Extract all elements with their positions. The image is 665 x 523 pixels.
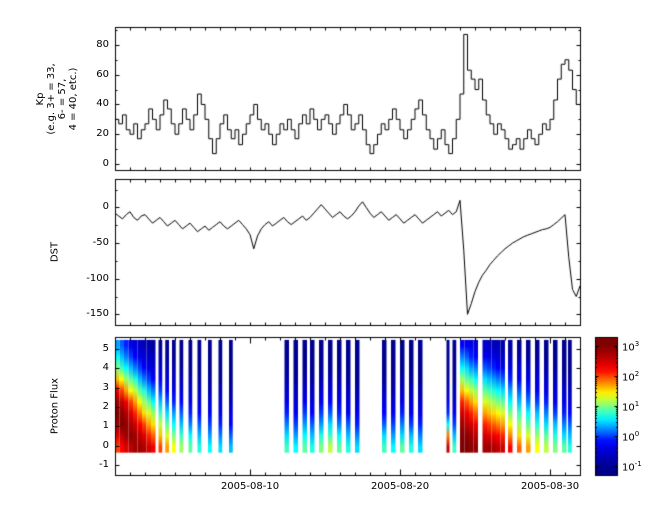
ylabel-line: 4 = 40, etc.) — [68, 67, 79, 130]
y-tick-label: 0 — [102, 201, 109, 213]
colorbar-tick-label: 100 — [622, 428, 656, 444]
y-tick-label: 60 — [96, 68, 109, 80]
y-tick-label: 80 — [96, 38, 109, 50]
colorbar-tick-label: 103 — [622, 338, 656, 354]
y-tick-label: 0 — [102, 439, 109, 451]
colorbar-tick-label: 101 — [622, 398, 656, 414]
ylabel-line: 6- = 57, — [57, 78, 68, 119]
y-tick-label: 20 — [96, 128, 109, 140]
x-tick-label: 2005-08-30 — [520, 481, 580, 492]
y-tick-label: -1 — [99, 459, 109, 471]
y-tick-label: -150 — [86, 308, 109, 320]
colorbar-tick-base: 10 — [622, 462, 635, 474]
x-tick-label: 2005-08-10 — [220, 481, 280, 492]
colorbar-tick-exponent: 0 — [634, 430, 640, 438]
colorbar-tick-label: 10-1 — [622, 458, 656, 474]
y-tick-label: 40 — [96, 98, 109, 110]
colorbar-tick-exponent: 2 — [634, 370, 640, 378]
colorbar-tick-base: 10 — [622, 372, 635, 384]
x-tick-label: 2005-08-20 — [370, 481, 430, 492]
colorbar-tick-base: 10 — [622, 402, 635, 414]
ylabel-dst: DST — [50, 242, 61, 262]
y-tick-label: -100 — [86, 272, 109, 284]
y-tick-label: 0 — [102, 158, 109, 170]
y-tick-label: 4 — [102, 362, 109, 374]
colorbar-tick-base: 10 — [622, 342, 635, 354]
y-tick-label: 5 — [102, 342, 109, 354]
ylabel-line: Proton Flux — [49, 377, 61, 435]
colorbar-tick-exponent: 1 — [634, 400, 640, 408]
y-tick-label: 2 — [102, 400, 109, 412]
y-tick-label: -50 — [92, 237, 109, 249]
colorbar-tick-label: 102 — [622, 368, 656, 384]
ylabel-line: Kp — [35, 92, 46, 105]
colorbar-tick-exponent: 3 — [634, 340, 640, 348]
y-tick-label: 3 — [102, 381, 109, 393]
colorbar-tick-exponent: -1 — [634, 460, 642, 468]
ylabel-line: (e.g. 3+ = 33, — [46, 62, 57, 135]
colorbar-tick-base: 10 — [622, 432, 635, 444]
y-tick-label: 1 — [102, 420, 109, 432]
ylabel-proton-flux: Proton Flux — [50, 378, 61, 434]
ylabel-line: DST — [49, 241, 61, 263]
ylabel-kp: Kp (e.g. 3+ = 33, 6- = 57, 4 = 40, etc.) — [35, 63, 79, 134]
